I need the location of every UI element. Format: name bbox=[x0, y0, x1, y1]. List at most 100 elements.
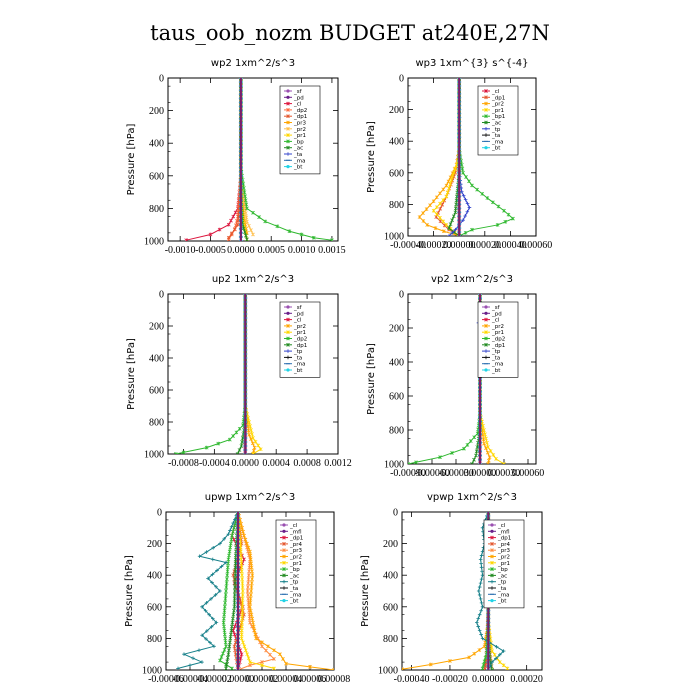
legend-label: _bp bbox=[293, 139, 304, 145]
series-pr2-point bbox=[248, 604, 252, 609]
series-tp-point bbox=[209, 625, 214, 629]
panel-vpwp: vpwp 1xm^2/s^3 Pressure [hPa] 0 200 400 600 80… bbox=[360, 492, 543, 685]
series-pr1-point bbox=[490, 649, 494, 653]
legend-marker bbox=[490, 599, 494, 603]
legend-entry: _pd bbox=[284, 311, 304, 317]
y-tick-label: 600 bbox=[389, 168, 404, 179]
series-pr2-point bbox=[249, 437, 253, 441]
series-tp-point bbox=[477, 593, 482, 597]
series-dp2-point bbox=[231, 434, 235, 438]
series-pr4-point bbox=[233, 648, 237, 653]
series-pr1-point bbox=[240, 601, 245, 605]
legend-label: _dp1 bbox=[293, 114, 307, 120]
legend-label: _cl bbox=[491, 318, 500, 324]
legend-entry: _ma bbox=[284, 158, 305, 164]
series-pr1-point bbox=[239, 565, 244, 570]
y-tick-label: 600 bbox=[389, 392, 404, 403]
legend-entry: _dp2 bbox=[284, 337, 307, 343]
y-tick-label: 800 bbox=[389, 426, 404, 437]
series-pr2-point bbox=[421, 219, 426, 223]
series-tp-point bbox=[224, 560, 228, 565]
legend-marker bbox=[490, 573, 494, 578]
series-pr1-point bbox=[251, 436, 255, 440]
series-tp-point bbox=[228, 528, 232, 533]
x-tick-label: 0.00002 bbox=[246, 674, 279, 685]
series-pr1-point bbox=[501, 663, 506, 668]
series-pr1-point bbox=[240, 612, 245, 617]
series-pr1-point bbox=[248, 424, 252, 428]
legend-entry: _ta bbox=[280, 586, 298, 592]
legend-label: _bt bbox=[293, 165, 303, 171]
series-tp-point bbox=[463, 214, 467, 218]
legend-entry: _bp bbox=[284, 139, 304, 145]
series-pr2-point bbox=[249, 612, 254, 617]
series-pr3-point bbox=[272, 657, 276, 661]
series-dp1-point bbox=[239, 652, 244, 657]
series-cl-point bbox=[217, 227, 222, 232]
series-pr2-point bbox=[421, 211, 425, 215]
y-tick-label: 1000 bbox=[144, 237, 164, 248]
legend-label: _cl bbox=[293, 318, 302, 324]
legend-entry: _cl bbox=[482, 89, 500, 95]
series-pr1-point bbox=[240, 597, 245, 601]
legend-marker bbox=[282, 560, 286, 565]
series-bp bbox=[218, 512, 240, 670]
legend: _sf_pd_cl_pr2_pr1_dp2_dp1_tp_ta_ma_bt bbox=[477, 301, 519, 378]
series-pr1-point bbox=[272, 666, 276, 670]
legend-marker bbox=[490, 535, 494, 540]
series-ac-point bbox=[225, 655, 230, 660]
series-tp-point bbox=[206, 576, 210, 581]
series-bp1-point bbox=[467, 179, 471, 184]
legend-label: _pr3 bbox=[497, 548, 511, 554]
legend-box bbox=[279, 301, 321, 378]
series-pr2-point bbox=[446, 179, 451, 184]
legend-marker bbox=[286, 152, 290, 156]
series-dp2-point bbox=[216, 441, 221, 446]
series-tp-point bbox=[453, 227, 458, 232]
series-pr2-point bbox=[241, 529, 245, 534]
series-pr2-point bbox=[247, 432, 251, 437]
legend-entry: _bp bbox=[280, 567, 300, 573]
series-pr2-point bbox=[251, 624, 256, 629]
series-tp-point bbox=[480, 636, 485, 641]
series-pr1-point bbox=[250, 432, 254, 436]
series-pr1-point bbox=[239, 561, 244, 566]
series-pr1-point bbox=[491, 453, 496, 457]
legend-entry: _pr1 bbox=[488, 561, 510, 567]
series-dp1-point bbox=[242, 557, 246, 562]
series-dp1-point bbox=[229, 231, 234, 236]
legend-marker bbox=[490, 542, 494, 546]
legend-label: _ta bbox=[293, 152, 302, 158]
panel-up2: up2 1xm^2/s^3 Pressure [hPa] 0 200 400 600 800… bbox=[126, 274, 352, 469]
series-pr3-point bbox=[268, 652, 272, 657]
series-bp-point bbox=[251, 210, 255, 215]
legend-entry: _ac bbox=[482, 121, 501, 127]
legend-label: _pr2 bbox=[293, 127, 306, 133]
series-tp-point bbox=[233, 517, 237, 522]
series-dp1-point bbox=[237, 448, 242, 452]
series-dp1-point bbox=[235, 222, 240, 227]
series-bp-point bbox=[245, 206, 249, 211]
series-pr3-point bbox=[260, 644, 264, 649]
series-dp1-point bbox=[470, 462, 474, 464]
series-cl-point bbox=[226, 222, 231, 227]
series-pr4-point bbox=[483, 664, 488, 668]
series-pr2-point bbox=[249, 581, 254, 585]
panel-title: upwp 1xm^2/s^3 bbox=[205, 492, 295, 503]
x-tick-label: 0.0012 bbox=[324, 458, 352, 469]
legend-marker bbox=[282, 529, 286, 533]
legend-marker bbox=[286, 349, 290, 353]
y-tick-label: 600 bbox=[149, 386, 164, 397]
series-pr2-point bbox=[484, 446, 488, 450]
legend-marker bbox=[484, 349, 488, 353]
series-dp1-point bbox=[434, 215, 439, 219]
series-bp-point bbox=[482, 659, 487, 664]
legend-entry: _bp1 bbox=[482, 114, 505, 120]
series-tp-point bbox=[477, 585, 482, 589]
legend-entry: _dp2 bbox=[284, 108, 307, 114]
legend-marker bbox=[282, 535, 286, 540]
legend-marker bbox=[286, 324, 290, 328]
legend-entry: _cl bbox=[284, 102, 302, 108]
series-pr2-point bbox=[434, 195, 439, 200]
